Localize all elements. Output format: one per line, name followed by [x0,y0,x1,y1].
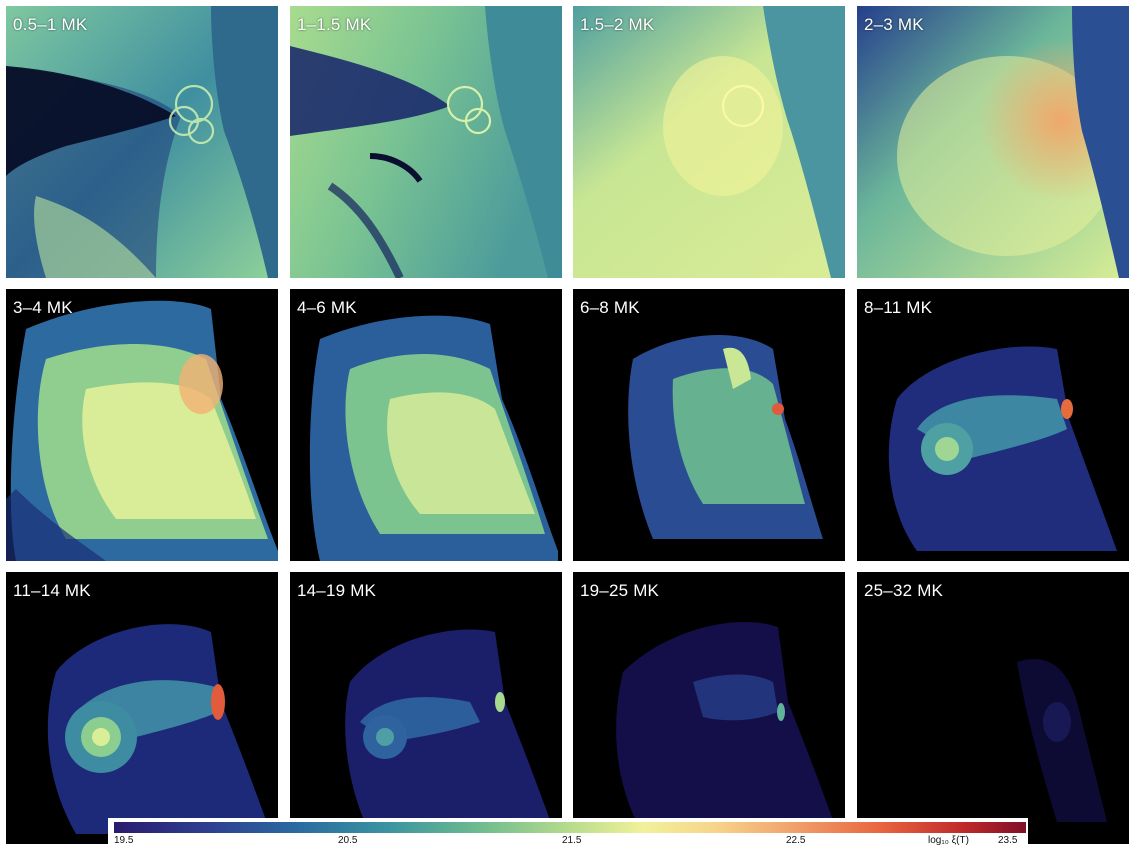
panel-label: 1.5–2 MK [580,15,655,34]
colorbar: 19.5 20.5 21.5 22.5 log₁₀ ξ(T) 23.5 [108,818,1028,847]
solar-image-1-1-5mk [290,6,562,278]
solar-image-6-8mk [573,289,845,561]
panel-4-6mk: 4–6 MK [290,289,562,561]
panel-11-14mk: 11–14 MK [6,572,278,844]
panel-label: 14–19 MK [297,581,377,600]
colorbar-tick: 19.5 [114,835,134,846]
solar-image-2-3mk [857,6,1129,278]
colorbar-tick: 23.5 [998,835,1018,846]
panel-6-8mk: 6–8 MK [573,289,845,561]
panel-label: 25–32 MK [864,581,944,600]
colorbar-tick: 20.5 [338,835,358,846]
solar-image-1-5-2mk [573,6,845,278]
panel-label: 6–8 MK [580,298,640,317]
panel-label: 1–1.5 MK [297,15,372,34]
panel-label: 2–3 MK [864,15,924,34]
solar-image-14-19mk [290,572,562,844]
panel-label: 0.5–1 MK [13,15,88,34]
panel-1-1-5mk: 1–1.5 MK [290,6,562,278]
solar-image-11-14mk [6,572,278,844]
solar-image-3-4mk [6,289,278,561]
colorbar-gradient [114,822,1026,833]
panel-2-3mk: 2–3 MK [857,6,1129,278]
panel-8-11mk: 8–11 MK [857,289,1129,561]
panel-25-32mk: 25–32 MK [857,572,1129,844]
solar-image-25-32mk [857,572,1129,844]
panel-14-19mk: 14–19 MK [290,572,562,844]
panel-label: 3–4 MK [13,298,73,317]
solar-image-4-6mk [290,289,562,561]
colorbar-title: log₁₀ ξ(T) [928,835,969,846]
panel-0-5-1mk: 0.5–1 MK [6,6,278,278]
panel-19-25mk: 19–25 MK [573,572,845,844]
colorbar-tick: 22.5 [786,835,806,846]
solar-image-19-25mk [573,572,845,844]
panel-label: 11–14 MK [13,581,91,600]
colorbar-tick: 21.5 [562,835,582,846]
panel-1-5-2mk: 1.5–2 MK [573,6,845,278]
panel-label: 4–6 MK [297,298,357,317]
panel-label: 19–25 MK [580,581,660,600]
panel-label: 8–11 MK [864,298,933,317]
panel-3-4mk: 3–4 MK [6,289,278,561]
solar-image-0-5-1mk [6,6,278,278]
solar-image-8-11mk [857,289,1129,561]
